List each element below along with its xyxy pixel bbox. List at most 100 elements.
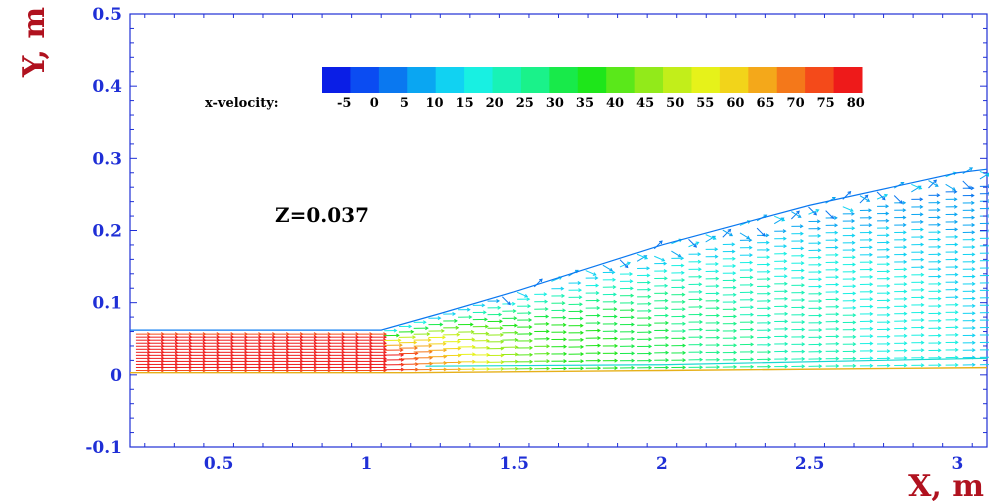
velocity-arrow-head xyxy=(647,294,652,299)
velocity-arrow-head xyxy=(971,303,976,308)
velocity-arrow-head xyxy=(869,260,874,265)
velocity-arrow-head xyxy=(881,196,886,201)
velocity-arrow-head xyxy=(716,306,720,311)
velocity-arrow-head xyxy=(954,317,959,322)
velocity-arrow-head xyxy=(920,302,925,307)
velocity-arrow-head xyxy=(971,296,976,301)
velocity-arrow-head xyxy=(664,283,669,288)
velocity-arrow-head xyxy=(661,257,666,262)
velocity-arrow-head xyxy=(834,223,839,228)
velocity-arrow-head xyxy=(885,233,890,238)
velocity-arrow-head xyxy=(885,218,890,223)
x-tick-label: 2 xyxy=(656,454,668,474)
velocity-arrow-head xyxy=(852,320,857,325)
velocity-arrow-head xyxy=(441,328,445,333)
velocity-arrow-head xyxy=(869,356,874,361)
velocity-arrow-head xyxy=(750,357,755,362)
velocity-arrow-head xyxy=(716,320,721,325)
velocity-arrow-head xyxy=(920,235,925,240)
velocity-arrow-head xyxy=(470,329,475,334)
velocity-arrow-head xyxy=(971,267,976,272)
velocity-arrow xyxy=(928,180,939,187)
velocity-arrow-head xyxy=(514,337,519,342)
velocity-arrow-head xyxy=(903,245,908,250)
velocity-arrow-head xyxy=(539,278,543,283)
velocity-arrow-head xyxy=(677,253,682,258)
velocity-arrow-head xyxy=(920,318,925,322)
velocity-arrow-head xyxy=(592,272,597,276)
velocity-arrow-head xyxy=(801,275,805,280)
velocity-arrow-head xyxy=(954,227,959,232)
velocity-arrow-head xyxy=(933,179,937,184)
velocity-arrow-head xyxy=(886,363,891,368)
velocity-arrow-head xyxy=(903,363,908,368)
velocity-arrow-head xyxy=(767,298,772,303)
velocity-arrow-head xyxy=(712,236,717,240)
velocity-arrow-head xyxy=(835,334,840,339)
colorbar-tick-label: -5 xyxy=(337,96,351,111)
velocity-arrow-head xyxy=(682,307,686,312)
velocity-arrow-head xyxy=(761,232,766,237)
velocity-arrow-head xyxy=(784,281,788,286)
upper-boundary-line xyxy=(130,168,988,331)
colorbar-tick-label: 80 xyxy=(847,96,865,111)
velocity-arrow-head xyxy=(579,323,584,328)
colorbar-swatch xyxy=(464,67,494,93)
velocity-arrow-head xyxy=(886,269,891,274)
velocity-arrow-head xyxy=(954,272,959,277)
velocity-arrow-head xyxy=(784,296,789,301)
colorbar-swatch xyxy=(549,67,579,93)
velocity-arrow-head xyxy=(514,352,519,357)
velocity-arrow-head xyxy=(766,255,771,260)
velocity-arrow-head xyxy=(500,346,505,351)
velocity-arrow xyxy=(962,180,971,190)
velocity-arrow-head xyxy=(408,324,413,329)
velocity-arrow-head xyxy=(648,330,653,335)
velocity-arrow-head xyxy=(954,212,958,217)
velocity-arrow-head xyxy=(597,336,602,341)
velocity-arrow-head xyxy=(596,321,601,326)
velocity-arrow-head xyxy=(885,211,890,216)
velocity-arrow-head xyxy=(971,237,976,242)
velocity-arrow-head xyxy=(716,357,721,362)
velocity-arrow-head xyxy=(903,296,908,301)
colorbar-swatch xyxy=(663,67,692,93)
velocity-arrow-head xyxy=(393,328,398,333)
velocity-arrow-head xyxy=(546,351,551,356)
velocity-arrow-head xyxy=(920,250,925,255)
velocity-arrow-head xyxy=(614,351,619,356)
velocity-arrow-head xyxy=(835,349,840,354)
velocity-arrow-head xyxy=(731,249,736,254)
velocity-arrow-head xyxy=(563,366,568,371)
velocity-arrow-head xyxy=(699,304,703,309)
velocity-arrow-head xyxy=(546,336,550,341)
velocity-arrow-head xyxy=(428,343,433,348)
velocity-arrow-head xyxy=(767,335,772,340)
velocity-arrow-head xyxy=(681,292,686,297)
velocity-arrow-head xyxy=(937,252,942,257)
velocity-arrow-head xyxy=(898,200,903,204)
velocity-arrow-head xyxy=(767,313,772,318)
velocity-arrow-head xyxy=(868,223,873,228)
velocity-arrow-head xyxy=(577,281,582,285)
velocity-arrow-head xyxy=(614,336,619,341)
velocity-arrow xyxy=(876,191,886,201)
velocity-arrow-head xyxy=(937,304,942,309)
velocity-arrow-head xyxy=(597,328,601,333)
velocity-arrow-head xyxy=(886,349,891,354)
velocity-arrow-head xyxy=(699,335,704,340)
velocity-arrow-head xyxy=(818,270,822,275)
velocity-arrow-head xyxy=(835,260,839,265)
velocity-arrow-head xyxy=(715,262,719,266)
velocity-arrow-head xyxy=(630,286,634,291)
velocity-arrow-head xyxy=(934,183,939,187)
velocity-arrow-head xyxy=(903,274,908,279)
velocity-arrow-head xyxy=(971,348,976,353)
velocity-arrow-head xyxy=(835,327,840,331)
velocity-arrow-head xyxy=(544,307,549,312)
velocity-arrow-head xyxy=(546,366,551,371)
velocity-arrow-head xyxy=(513,316,518,321)
velocity-arrow-head xyxy=(614,366,619,370)
velocity-arrow-head xyxy=(801,312,806,317)
velocity-arrow-head xyxy=(767,357,772,362)
